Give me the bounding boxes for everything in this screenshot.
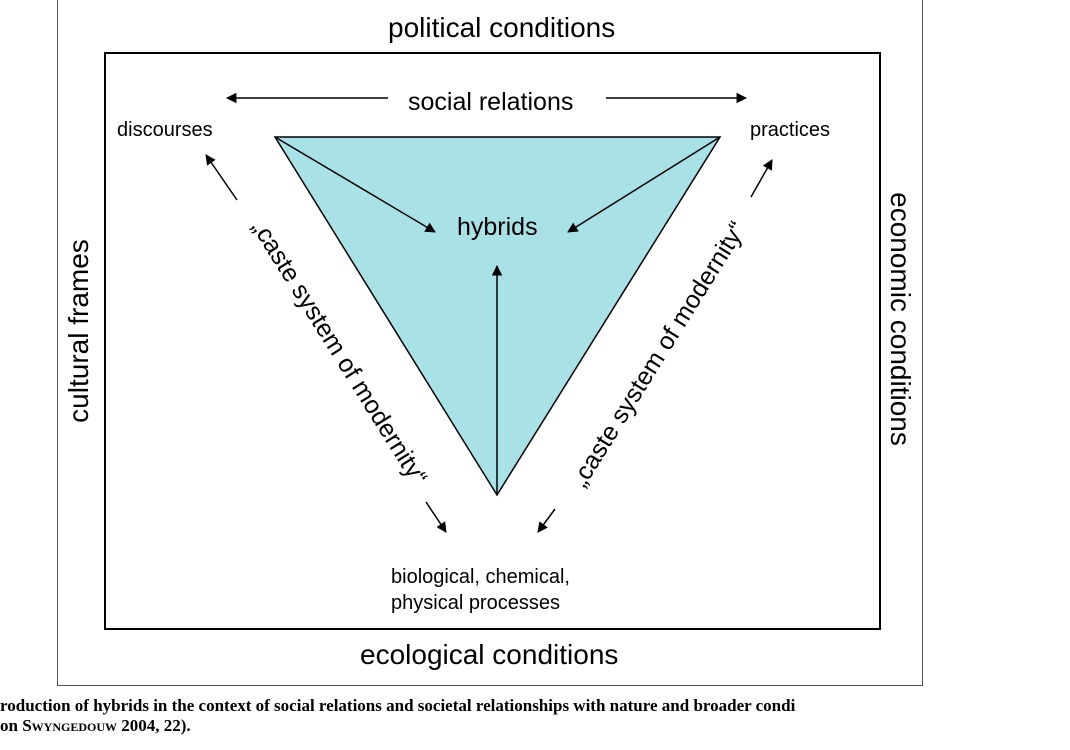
inner-frame bbox=[104, 52, 881, 630]
arrow-right-to-processes bbox=[537, 508, 556, 533]
figure-caption: roduction of hybrids in the context of s… bbox=[0, 696, 1070, 736]
caption-author: Swyngedouw bbox=[22, 716, 118, 735]
arrow-discourses-to-hybrids bbox=[274, 136, 436, 233]
political-conditions-label: political conditions bbox=[388, 12, 616, 43]
cultural-frames-label: cultural frames bbox=[63, 239, 94, 423]
ecological-conditions-label: ecological conditions bbox=[360, 639, 619, 670]
economic-conditions-label: economic conditions bbox=[885, 192, 916, 446]
arrow-left-to-processes bbox=[425, 501, 447, 533]
arrow-to-practices bbox=[750, 159, 773, 198]
hybrids-label: hybrids bbox=[457, 213, 538, 241]
arrow-practices-to-hybrids bbox=[567, 136, 721, 233]
processes-label-line2: physical processes bbox=[391, 592, 560, 614]
practices-label: practices bbox=[750, 119, 831, 141]
social-relations-label: social relations bbox=[408, 88, 574, 116]
arrow-to-discourses bbox=[205, 154, 238, 201]
outer-frame bbox=[57, 0, 923, 686]
caption-line-2-suffix: 2004, 22). bbox=[117, 716, 191, 735]
discourses-label: discourses bbox=[117, 119, 213, 141]
caption-line-2-prefix: on bbox=[0, 716, 23, 735]
processes-label-line1: biological, chemical, bbox=[391, 566, 570, 588]
caption-line-1: roduction of hybrids in the context of s… bbox=[0, 696, 796, 715]
caption-line-2: on Swyngedouw 2004, 22). bbox=[0, 716, 1070, 736]
